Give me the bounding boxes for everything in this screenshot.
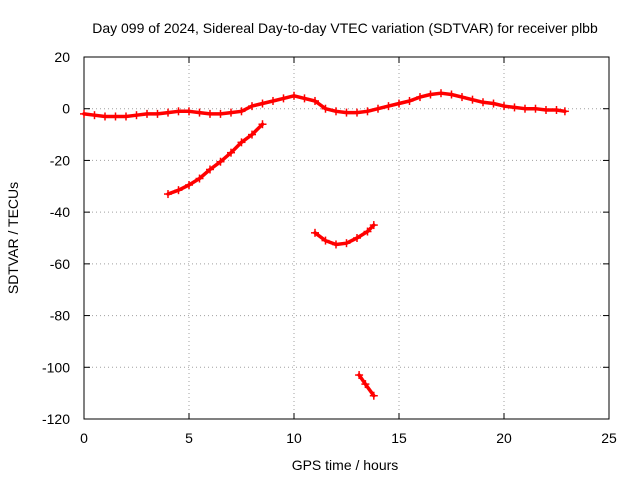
data-point (216, 157, 225, 166)
data-point (374, 104, 382, 113)
data-point (248, 102, 256, 111)
y-tick-label: 20 (54, 49, 70, 65)
x-tick-label: 5 (185, 430, 193, 446)
data-point (353, 108, 361, 117)
axis-ticks: 0 5 10 15 20 25 20 0 -20 -40 -60 -80 -100 -120 (42, 49, 617, 446)
data-point (363, 107, 372, 116)
data-point (531, 104, 540, 113)
x-tick-label: 25 (601, 430, 617, 446)
data-point (248, 130, 256, 139)
data-point (363, 227, 372, 236)
data-point (164, 190, 172, 199)
data-point (185, 180, 193, 189)
y-tick-label: -40 (50, 204, 70, 220)
data-point (237, 107, 246, 116)
x-tick-label: 10 (286, 430, 302, 446)
series-line (313, 223, 376, 247)
data-point (132, 111, 141, 120)
data-point (216, 109, 225, 118)
data-point (342, 108, 351, 117)
data-point (174, 186, 183, 195)
data-point (416, 93, 424, 102)
data-point (369, 391, 378, 400)
data-point (164, 108, 172, 117)
data-point (227, 148, 235, 157)
data-point (143, 109, 151, 118)
data-point (332, 107, 340, 116)
data-series (80, 89, 569, 400)
data-point (458, 93, 466, 102)
data-point (258, 120, 267, 129)
data-point (342, 239, 351, 248)
data-point (560, 107, 569, 116)
data-point (332, 240, 340, 249)
data-point (489, 99, 498, 108)
series-line (166, 122, 265, 196)
y-tick-label: -120 (42, 411, 70, 427)
data-point (101, 112, 109, 121)
series-arc-bowl (311, 221, 378, 249)
data-point (542, 106, 550, 115)
series-arc-main (80, 89, 569, 121)
x-tick-label: 20 (496, 430, 512, 446)
series-line (357, 373, 376, 398)
x-tick-label: 0 (80, 430, 88, 446)
data-point (500, 102, 508, 111)
data-point (521, 104, 529, 113)
data-point (80, 109, 88, 118)
data-point (153, 109, 162, 118)
data-point (311, 228, 319, 237)
x-axis-label: GPS time / hours (292, 457, 399, 473)
data-point (437, 89, 445, 98)
data-point (369, 221, 378, 230)
chart-title: Day 099 of 2024, Sidereal Day-to-day VTE… (92, 20, 598, 36)
data-point (426, 90, 435, 99)
data-point (185, 107, 193, 116)
data-point (269, 96, 277, 105)
y-tick-label: -80 (50, 308, 70, 324)
data-point (258, 99, 267, 108)
data-point (195, 108, 204, 117)
data-point (290, 91, 298, 100)
y-tick-label: -20 (50, 152, 70, 168)
data-point (321, 104, 330, 113)
data-point (311, 96, 319, 105)
data-point (361, 380, 370, 389)
data-point (174, 107, 183, 116)
data-point (90, 111, 99, 120)
series-arc-low (355, 371, 378, 400)
data-point (122, 112, 130, 121)
data-point (395, 99, 403, 108)
data-point (355, 371, 364, 380)
data-point (321, 236, 330, 245)
data-point (227, 108, 235, 117)
data-point (468, 95, 477, 104)
data-point (353, 234, 361, 242)
data-point (405, 96, 414, 105)
series-arc-descending (164, 120, 267, 199)
data-point (447, 90, 456, 99)
data-point (237, 138, 246, 147)
data-point (510, 103, 519, 112)
data-point (195, 174, 204, 183)
data-point (279, 94, 288, 103)
data-point (552, 106, 561, 115)
data-point (300, 94, 309, 103)
data-point (206, 109, 214, 118)
data-point (479, 98, 487, 107)
y-tick-label: -100 (42, 359, 70, 375)
y-tick-label: 0 (62, 101, 70, 117)
data-point (206, 165, 214, 174)
y-axis-label: SDTVAR / TECUs (5, 182, 21, 294)
data-point (111, 112, 120, 121)
x-tick-label: 15 (391, 430, 407, 446)
grid-lines (84, 57, 609, 419)
plot-frame (83, 56, 610, 420)
data-point (384, 102, 393, 111)
y-tick-label: -60 (50, 256, 70, 272)
